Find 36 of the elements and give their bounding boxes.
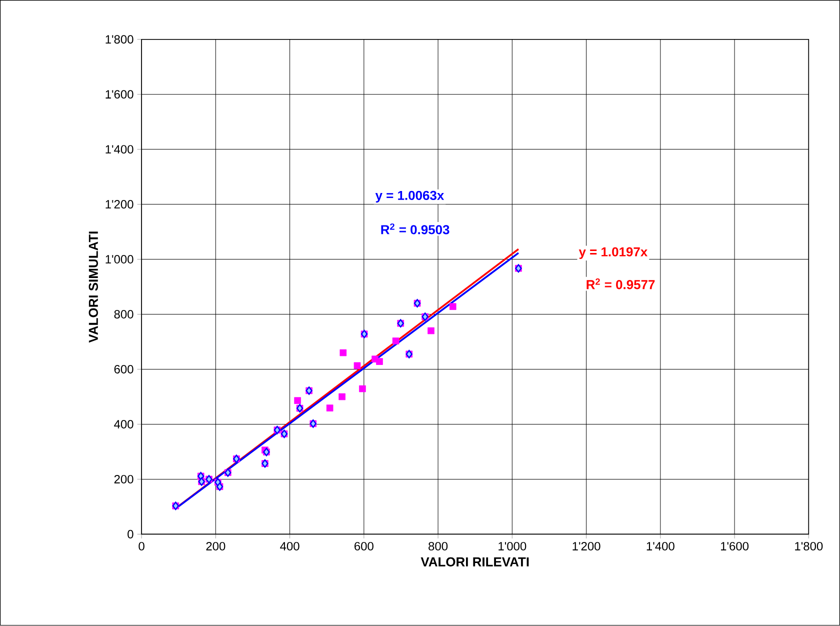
y-tick-label: 1'200 <box>106 200 134 209</box>
x-tick-label: 1'200 <box>572 542 600 551</box>
point <box>354 362 361 370</box>
x-axis-title: VALORI RILEVATI <box>420 557 529 567</box>
x-tick-label: 200 <box>206 542 226 551</box>
x-tick-label: 0 <box>138 542 144 551</box>
x-tick-label: 1'600 <box>720 542 749 551</box>
point <box>326 404 334 412</box>
y-tick-label: 400 <box>114 420 134 429</box>
x-tick-label: 1'800 <box>795 542 823 551</box>
annotation: y = 1.0197x <box>578 247 648 260</box>
y-tick-label: 600 <box>114 365 134 374</box>
y-tick-label: 200 <box>114 475 134 484</box>
x-tick-label: 1'400 <box>646 542 674 551</box>
y-tick-label: 1'600 <box>106 90 134 99</box>
point <box>449 303 456 310</box>
point <box>376 358 383 366</box>
y-tick-label: 1'000 <box>106 255 134 264</box>
point <box>338 394 346 400</box>
annotation: R$^{2}$ = 0.9577 <box>586 278 655 290</box>
y-tick-label: 1'400 <box>106 145 134 154</box>
y-tick-label: 0 <box>128 530 134 539</box>
x-tick-label: 800 <box>428 542 448 551</box>
annotation: R$^{2}$ = 0.9503 <box>381 224 450 234</box>
x-tick-label: 400 <box>280 542 300 551</box>
point <box>340 350 347 356</box>
point <box>359 386 366 392</box>
point <box>428 328 434 334</box>
y-tick-label: 800 <box>114 310 134 319</box>
point <box>294 397 301 404</box>
x-tick-label: 1'000 <box>498 542 526 551</box>
annotation: y = 1.0063x <box>375 191 444 203</box>
x-tick-label: 600 <box>354 542 374 551</box>
y-axis-title: VALORI SIMULATI <box>88 232 98 343</box>
point <box>392 338 400 345</box>
y-tick-label: 1'800 <box>106 35 134 44</box>
